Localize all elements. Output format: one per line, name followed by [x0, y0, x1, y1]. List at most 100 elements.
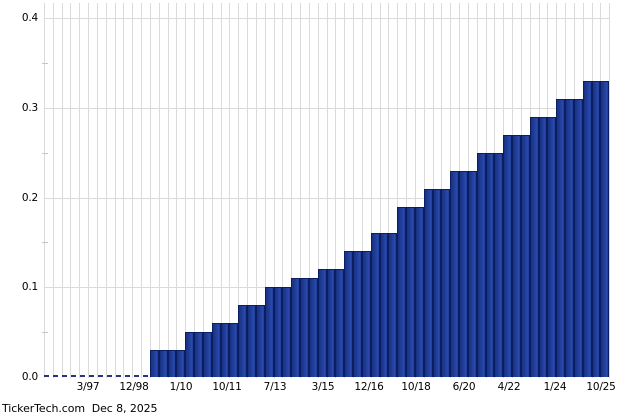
dividend-bar: [592, 81, 600, 377]
gridline-vertical: [159, 3, 160, 378]
gridline-vertical: [221, 3, 222, 378]
gridline-horizontal: [44, 18, 609, 19]
y-axis-minor-tick: [42, 63, 48, 64]
gridline-vertical: [362, 3, 363, 378]
gridline-vertical: [150, 3, 151, 378]
gridline-vertical: [406, 3, 407, 378]
gridline-vertical: [97, 3, 98, 378]
x-axis-tick-label: 7/13: [263, 381, 287, 393]
dividend-bar: [282, 287, 291, 377]
x-axis-tick-label: 3/97: [76, 381, 100, 393]
gridline-vertical: [238, 3, 239, 378]
gridline-vertical: [327, 3, 328, 378]
dividend-bar: [229, 323, 238, 377]
gridline-vertical: [335, 3, 336, 378]
dividend-bar: [556, 99, 565, 377]
gridline-horizontal: [44, 108, 609, 109]
zero-dividend-dashed-line: [44, 375, 150, 377]
dividend-bar: [353, 251, 362, 377]
dividend-bar: [150, 350, 159, 377]
gridline-vertical: [300, 3, 301, 378]
x-axis-tick-label: 10/25: [586, 381, 616, 393]
gridline-vertical: [318, 3, 319, 378]
y-axis-minor-tick: [42, 332, 48, 333]
dividend-bar: [238, 305, 247, 377]
dividend-bar: [450, 171, 459, 377]
dividend-bar: [583, 81, 592, 377]
gridline-vertical: [415, 3, 416, 378]
gridline-vertical: [309, 3, 310, 378]
dividend-bar: [424, 189, 433, 377]
dividend-bar: [468, 171, 477, 377]
gridline-vertical: [344, 3, 345, 378]
dividend-bar: [521, 135, 530, 377]
dividend-bar: [309, 278, 318, 377]
x-axis-tick-label: 3/15: [311, 381, 335, 393]
gridline-vertical: [62, 3, 63, 378]
y-axis-minor-tick: [42, 153, 48, 154]
gridline-vertical: [106, 3, 107, 378]
x-axis-tick-label: 4/22: [497, 381, 521, 393]
dividend-bar: [247, 305, 256, 377]
dividend-bar: [486, 153, 494, 377]
gridline-vertical: [132, 3, 133, 378]
gridline-vertical: [70, 3, 71, 378]
dividend-bar: [494, 153, 503, 377]
dividend-bar: [547, 117, 556, 377]
dividend-bar: [335, 269, 344, 377]
y-axis-tick-label: 0.0: [21, 371, 38, 383]
dividend-bar: [185, 332, 194, 377]
gridline-horizontal: [44, 198, 609, 199]
dividend-bar: [371, 233, 380, 377]
x-axis-tick-label: 10/11: [212, 381, 242, 393]
gridline-vertical: [274, 3, 275, 378]
dividend-bar: [265, 287, 274, 377]
dividend-bar: [388, 233, 397, 377]
gridline-vertical: [388, 3, 389, 378]
gridline-vertical: [168, 3, 169, 378]
dividend-bar: [362, 251, 371, 377]
dividend-bar: [176, 350, 185, 377]
dividend-bar: [274, 287, 282, 377]
x-axis-tick-label: 1/10: [169, 381, 193, 393]
gridline-vertical: [247, 3, 248, 378]
gridline-vertical: [44, 3, 45, 378]
dividend-bar: [291, 278, 300, 377]
dividend-bar: [300, 278, 309, 377]
gridline-vertical: [380, 3, 381, 378]
dividend-bar: [221, 323, 229, 377]
gridline-vertical: [291, 3, 292, 378]
x-axis-tick-label: 1/24: [543, 381, 567, 393]
x-axis-tick-label: 12/98: [119, 381, 149, 393]
dividend-bar: [194, 332, 203, 377]
gridline-vertical: [397, 3, 398, 378]
gridline-vertical: [371, 3, 372, 378]
dividend-bar: [503, 135, 512, 377]
dividend-bar: [477, 153, 486, 377]
gridline-vertical: [203, 3, 204, 378]
dividend-bar: [168, 350, 176, 377]
dividend-bar: [397, 207, 406, 377]
x-axis-tick-label: 6/20: [452, 381, 476, 393]
dividend-bar: [565, 99, 574, 377]
gridline-vertical: [265, 3, 266, 378]
dividend-bar: [406, 207, 415, 377]
dividend-bar: [318, 269, 327, 377]
y-axis-tick-label: 0.1: [21, 281, 38, 293]
dividend-bar: [530, 117, 539, 377]
chart-footer: TickerTech.com Dec 8, 2025: [2, 402, 158, 415]
dividend-bar: [159, 350, 168, 377]
dividend-bar: [441, 189, 450, 377]
gridline-vertical: [123, 3, 124, 378]
dividend-bar: [203, 332, 212, 377]
dividend-bar: [212, 323, 221, 377]
x-axis-tick-label: 10/18: [401, 381, 431, 393]
dividend-bar: [344, 251, 353, 377]
dividend-bar: [433, 189, 441, 377]
dividend-bar: [380, 233, 388, 377]
x-axis-tick-label: 12/16: [354, 381, 384, 393]
gridline-vertical: [229, 3, 230, 378]
gridline-vertical: [256, 3, 257, 378]
y-axis-tick-label: 0.3: [21, 102, 38, 114]
